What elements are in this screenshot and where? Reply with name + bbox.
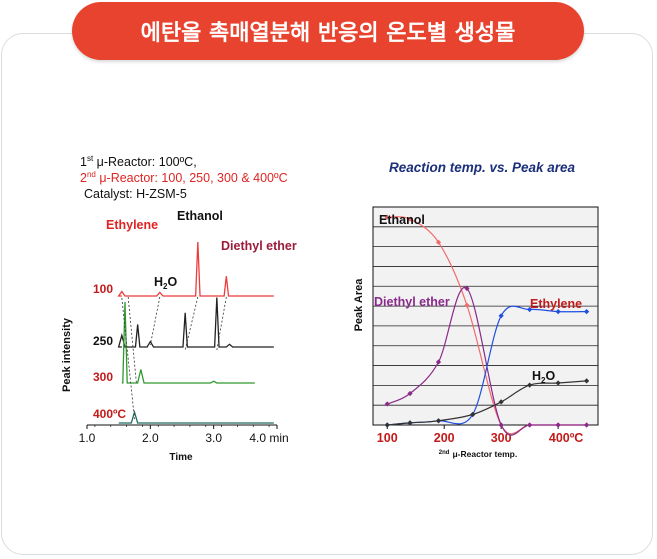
- peak-connector: [184, 296, 199, 351]
- page-title: 에탄올 촉매열분해 반응의 온도별 생성물: [72, 2, 584, 60]
- x-tick-label: 2.0: [142, 431, 159, 445]
- water-sub: 2: [163, 282, 168, 291]
- x-tick-label: 1.0: [79, 431, 96, 445]
- trace-label: 250: [93, 334, 113, 348]
- reactor1-text: μ-Reactor: 100ºC,: [93, 155, 196, 169]
- water-o: O: [167, 275, 177, 289]
- trace-line: [118, 409, 274, 424]
- condition-reactor1: 1st μ-Reactor: 100ºC,: [80, 154, 197, 169]
- reactor1-sup: st: [87, 154, 94, 163]
- peak-label-water: H2O: [154, 275, 177, 291]
- trace-line: [117, 241, 274, 297]
- trace-2: 250: [93, 297, 274, 348]
- trace-label: 100: [93, 282, 113, 296]
- chromatogram-traces: 100 250 300 400ºC: [93, 241, 274, 424]
- x-tick-label: 4.0 min: [249, 431, 288, 445]
- peak-label-diethyl-ether: Diethyl ether: [221, 239, 297, 253]
- condition-reactor2: 2nd μ-Reactor: 100, 250, 300 & 400ºC: [80, 170, 288, 185]
- trace-3: 300: [93, 301, 255, 384]
- chromatogram-axes: 1.0 2.0 3.0 4.0 min: [79, 424, 289, 445]
- chromatogram-xlabel: Time: [169, 452, 193, 463]
- x-tick-label: 3.0: [205, 431, 222, 445]
- peak-connector: [149, 296, 161, 346]
- peak-label-ethylene: Ethylene: [106, 218, 158, 232]
- trace-label: 400ºC: [93, 407, 126, 421]
- water-h: H: [154, 275, 163, 289]
- trace-line: [121, 301, 255, 384]
- reactor2-sup: nd: [87, 170, 96, 179]
- reactor2-text: μ-Reactor: 100, 250, 300 & 400ºC: [96, 171, 288, 185]
- peak-connector: [121, 297, 135, 420]
- chromatogram-labels: Ethylene Ethanol Diethyl ether H2O Peak …: [61, 209, 297, 463]
- condition-catalyst: Catalyst: H-ZSM-5: [84, 187, 187, 201]
- trace-label: 300: [93, 370, 113, 384]
- conditions-block: 1st μ-Reactor: 100ºC, 2nd μ-Reactor: 100…: [80, 154, 288, 201]
- chromatogram-ylabel: Peak intensity: [61, 317, 73, 392]
- peak-label-ethanol: Ethanol: [177, 209, 223, 223]
- page-title-text: 에탄올 촉매열분해 반응의 온도별 생성물: [140, 21, 516, 46]
- trace-4: 400ºC: [93, 407, 274, 424]
- trace-1: 100: [93, 241, 274, 297]
- peak-connector: [216, 296, 227, 351]
